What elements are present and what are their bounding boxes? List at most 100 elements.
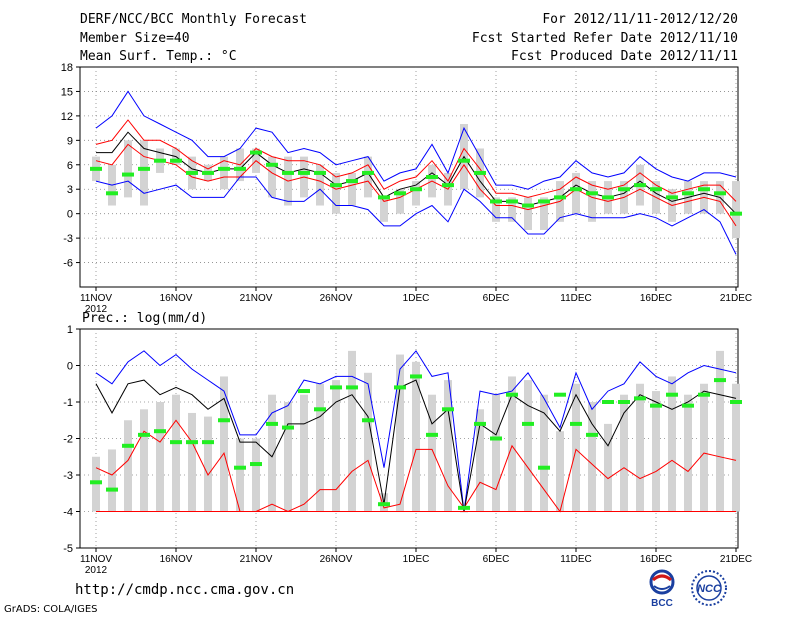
variable-label: Mean Surf. Temp.: °C [80,49,237,64]
ensemble-marker [650,187,662,192]
ensemble-marker [634,183,646,188]
ensemble-bar [268,156,276,198]
ensemble-marker [154,158,166,163]
ensemble-marker [282,425,294,430]
ensemble-marker [442,183,454,188]
ensemble-bar [588,402,596,512]
ensemble-bar [332,172,340,214]
ensemble-bar [540,197,548,230]
ensemble-marker [410,374,422,379]
ensemble-bar [236,438,244,512]
ensemble-marker [490,436,502,441]
x-tick-label: 21DEC [720,554,752,565]
ensemble-bar [652,391,660,512]
ensemble-marker [346,385,358,390]
ensemble-marker [378,502,390,507]
ensemble-bar [700,383,708,512]
ensemble-marker [394,385,406,390]
ensemble-bar [348,172,356,206]
ensemble-marker [298,389,310,394]
ensemble-bar [620,394,628,512]
y-tick-label: 3 [67,184,73,196]
chart-panel-bottom: 11NOV 16NOV 21NOV 26NOV 1DEC 6DEC 11DEC 16DEC 21… [63,311,752,576]
forecast-started-date: Fcst Started Refer Date 2012/11/10 [471,31,738,46]
website-url[interactable]: http://cmdp.ncc.cma.gov.cn [75,582,295,598]
forecast-produced-date: Fcst Produced Date 2012/11/11 [511,49,738,64]
ensemble-marker [138,432,150,437]
grads-credit: GrADS: COLA/IGES [4,604,98,615]
x-tick-label: 11NOV [80,293,112,304]
ensemble-marker [458,158,470,163]
ensemble-marker [330,385,342,390]
ensemble-marker [362,170,374,175]
ensemble-bar [540,394,548,512]
ensemble-marker [426,432,438,437]
ensemble-bar [492,197,500,222]
y-tick-label: 9 [67,135,73,147]
ensemble-marker [634,396,646,401]
ensemble-marker [330,183,342,188]
ensemble-bar [220,156,228,190]
ensemble-marker [442,407,454,412]
ensemble-marker [266,162,278,167]
ensemble-bar [140,140,148,206]
series-line-max [95,90,737,190]
ensemble-bar [188,412,196,512]
ensemble-marker [122,443,134,448]
ensemble-bar [396,189,404,214]
series-line-min [95,176,737,255]
ensemble-marker [714,378,726,383]
ensemble-bar [716,350,724,512]
ensemble-bar [572,383,580,512]
ensemble-marker [474,421,486,426]
ensemble-bar [332,380,340,512]
ensemble-bar [428,394,436,512]
ensemble-marker [410,187,422,192]
svg-text:NCC: NCC [697,583,722,595]
ensemble-bar [348,350,356,512]
ensemble-marker [458,505,470,510]
series-line-upper [95,119,737,202]
ensemble-bar [492,394,500,512]
ensemble-marker [554,392,566,397]
x-tick-label: 21NOV [240,293,273,304]
ensemble-marker [314,170,326,175]
ensemble-bar [172,394,180,512]
x-tick-label: 26NOV [320,554,353,565]
ensemble-bar [108,449,116,512]
bcc-logo-icon: BCC [649,569,675,608]
x-tick-label: 21DEC [720,293,752,304]
y-tick-label: 0 [67,361,73,373]
ensemble-bar [364,156,372,198]
ensemble-marker [106,487,118,492]
ensemble-bar [476,409,484,512]
ensemble-bar [636,383,644,512]
ensemble-marker [426,175,438,179]
ensemble-marker [666,195,678,200]
ensemble-marker [618,187,630,192]
ensemble-marker [570,187,582,192]
x-tick-label: 16NOV [160,293,193,304]
ensemble-bar [316,164,324,206]
ensemble-marker [282,170,294,175]
member-size-label: Member Size=40 [80,31,190,46]
ensemble-marker [618,400,630,404]
y-tick-label: 15 [61,86,73,98]
ensemble-bar [396,354,404,512]
ensemble-marker [90,480,102,485]
y-tick-label: 0 [67,209,73,221]
ensemble-marker [522,421,534,426]
x-tick-label: 16DEC [640,554,672,565]
ensemble-marker [666,392,678,397]
ensemble-bar [140,409,148,512]
ensemble-bar [204,416,212,512]
ensemble-bar [508,197,516,222]
ensemble-bar [444,380,452,512]
ensemble-marker [602,195,614,200]
ensemble-marker [650,403,662,408]
ensemble-bar [364,372,372,512]
ensemble-bar [668,376,676,512]
ensemble-bar [524,380,532,512]
x-tick-label: 16DEC [640,293,672,304]
ensemble-bar [268,394,276,512]
